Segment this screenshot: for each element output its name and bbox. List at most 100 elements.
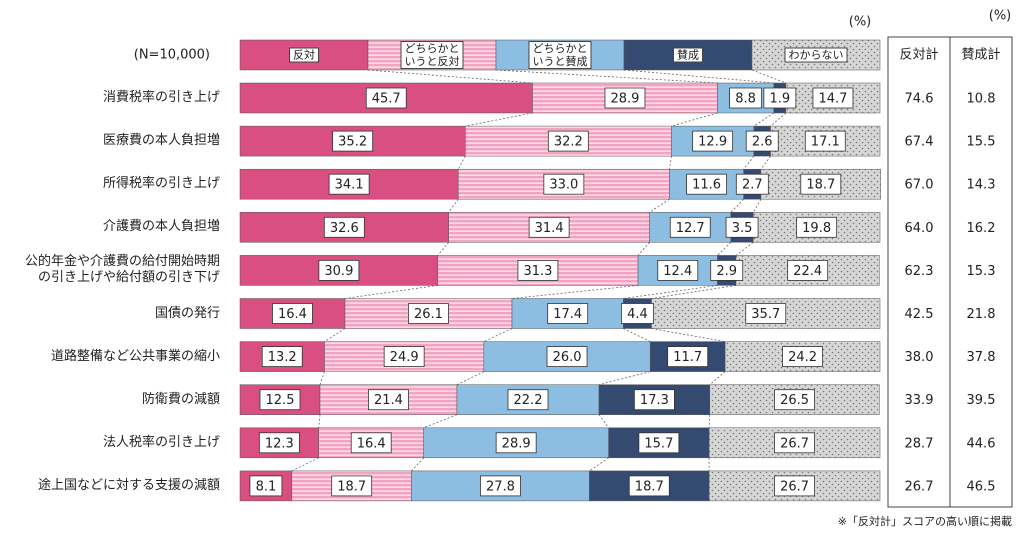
- table-cell: 74.6: [905, 92, 934, 107]
- value-label: 22.4: [793, 264, 822, 279]
- value-label-box: [546, 346, 588, 368]
- value-label: 19.8: [802, 221, 831, 236]
- connector: [669, 156, 672, 170]
- value-label-box: [774, 389, 815, 411]
- category-label: 国債の発行: [154, 305, 220, 321]
- connector: [367, 69, 533, 84]
- value-label-box: [323, 216, 365, 238]
- legend-label: どちらかと いうと反対: [400, 41, 464, 69]
- value-label: 11.7: [673, 350, 702, 365]
- connector: [589, 457, 609, 472]
- category-label: 防衛費の減額: [141, 391, 220, 407]
- connector: [623, 328, 651, 342]
- value-label: 11.6: [692, 178, 721, 193]
- value-label: 15.7: [644, 436, 673, 451]
- table-cell: 42.5: [905, 307, 934, 322]
- value-label-box: [774, 475, 815, 497]
- connector: [324, 328, 346, 342]
- value-label-box: [547, 303, 589, 324]
- category-label: 公的年金や介護費の給付開始時期 の引き上げや給付額の引き下げ: [24, 254, 220, 286]
- connector: [511, 285, 639, 299]
- value-label: 13.2: [268, 350, 297, 365]
- value-label-box: [507, 389, 549, 411]
- value-label: 32.6: [330, 221, 359, 236]
- value-label-box: [621, 303, 654, 324]
- value-label: 2.9: [716, 264, 737, 279]
- value-label-box: [368, 389, 409, 411]
- value-label-box: [745, 130, 779, 152]
- value-label: 12.7: [676, 221, 705, 236]
- connector: [717, 242, 732, 256]
- value-label-box: [328, 173, 370, 195]
- connector: [318, 414, 321, 428]
- value-label-box: [812, 87, 854, 109]
- table-cell: 33.9: [905, 393, 934, 408]
- value-label: 21.4: [374, 393, 403, 408]
- table-header: 賛成計: [961, 47, 1000, 63]
- value-label: 32.2: [554, 135, 583, 150]
- value-label-box: [259, 389, 301, 411]
- value-label-box: [604, 87, 646, 109]
- table-cell: 26.7: [905, 479, 934, 494]
- connector: [743, 155, 755, 170]
- value-label: 3.5: [732, 221, 753, 236]
- value-label: 18.7: [635, 479, 664, 494]
- value-label: 26.5: [780, 393, 809, 408]
- connector: [770, 112, 787, 127]
- value-label: 22.2: [514, 393, 543, 408]
- value-label: 17.4: [553, 307, 582, 322]
- connector: [598, 414, 609, 429]
- value-label-box: [669, 216, 711, 238]
- value-label-box: [729, 87, 762, 109]
- value-label: 12.4: [663, 264, 692, 279]
- value-label-box: [249, 475, 283, 497]
- value-label-box: [528, 216, 570, 238]
- value-label-box: [628, 475, 670, 497]
- value-label: 12.5: [266, 393, 295, 408]
- legend-label: わからない: [784, 47, 848, 63]
- value-label-box: [634, 389, 675, 411]
- table-cell: 21.8: [967, 307, 996, 322]
- value-label-box: [774, 432, 815, 454]
- connector: [465, 112, 533, 127]
- category-label: 医療費の本人負担増: [102, 133, 220, 149]
- value-label: 8.1: [256, 479, 277, 494]
- value-label: 2.6: [752, 135, 773, 150]
- value-label: 18.7: [806, 178, 835, 193]
- value-label: 4.4: [627, 307, 648, 322]
- value-label: 30.9: [324, 264, 353, 279]
- value-label-box: [495, 432, 537, 454]
- connector: [623, 69, 774, 84]
- value-label-box: [735, 173, 769, 195]
- unit: (%): [849, 15, 872, 30]
- value-label: 28.9: [502, 436, 531, 451]
- table-cell: 15.5: [967, 135, 996, 150]
- value-label: 24.9: [390, 350, 419, 365]
- legend-label: 賛成: [673, 47, 703, 63]
- value-label: 35.7: [751, 307, 780, 322]
- connector: [423, 414, 458, 429]
- connector: [651, 285, 737, 299]
- connector: [437, 242, 449, 256]
- category-label: 所得税率の引き上げ: [102, 176, 220, 192]
- value-label-box: [782, 346, 823, 368]
- connector: [411, 457, 424, 472]
- connector: [752, 198, 762, 213]
- connector: [319, 371, 325, 385]
- table-cell: 38.0: [905, 350, 934, 365]
- value-label-box: [258, 432, 300, 454]
- category-label: 介護費の本人負担増: [102, 219, 220, 235]
- connector: [708, 414, 711, 428]
- value-label: 26.0: [553, 350, 582, 365]
- value-label-box: [638, 432, 680, 454]
- value-label-box: [480, 475, 521, 497]
- value-label: 2.7: [742, 178, 763, 193]
- connector: [753, 112, 774, 127]
- value-label: 28.9: [610, 92, 639, 107]
- value-label: 12.9: [698, 135, 727, 150]
- connector: [457, 155, 466, 170]
- table-cell: 64.0: [905, 221, 934, 236]
- value-label: 12.3: [265, 436, 294, 451]
- connector: [651, 328, 726, 342]
